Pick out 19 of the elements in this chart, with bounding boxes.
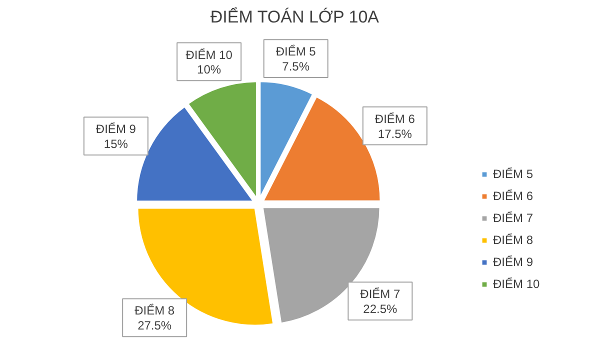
slice-label: ĐIỂM 7 bbox=[360, 287, 400, 302]
data-label: 27.5% bbox=[138, 318, 172, 333]
slice-label: ĐIỂM 6 bbox=[374, 112, 416, 126]
legend-label: ĐIỂM 5 bbox=[493, 167, 534, 181]
data-label: 17.5% bbox=[378, 126, 412, 141]
data-label: 22.5% bbox=[363, 302, 398, 316]
slice-label: ĐIỂM 9 bbox=[96, 122, 136, 136]
slice-label: ĐIỂM 5 bbox=[276, 44, 316, 59]
slice-label: ĐIỂM 8 bbox=[134, 304, 175, 318]
slice-label: ĐIỂM 10 bbox=[186, 48, 233, 62]
legend-label: ĐIỂM 9 bbox=[493, 255, 534, 269]
legend-label: ĐIỂM 7 bbox=[493, 211, 534, 225]
data-label: 10% bbox=[197, 62, 222, 77]
legend-label: ĐIỂM 6 bbox=[493, 189, 534, 203]
data-label: 7.5% bbox=[282, 60, 310, 74]
legend-label: ĐIỂM 8 bbox=[493, 233, 534, 247]
legend-label: ĐIỂM 10 bbox=[493, 277, 540, 291]
data-label: 15% bbox=[104, 137, 128, 152]
chart-title: ĐIỂM TOÁN LỚP 10A bbox=[210, 6, 380, 26]
